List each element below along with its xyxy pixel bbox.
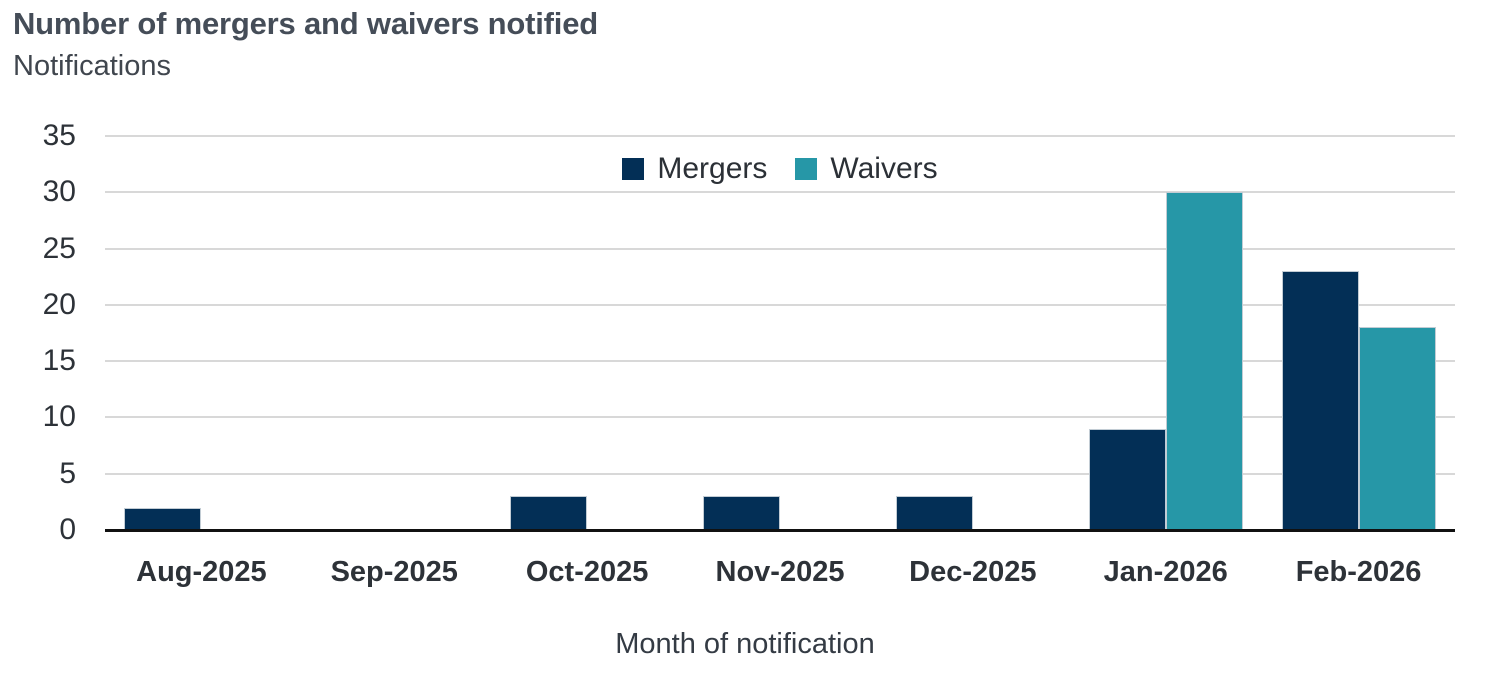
x-label-dec-2025: Dec-2025 [909, 556, 1037, 588]
y-tick-15: 15 [42, 344, 76, 378]
x-label-jan-2026: Jan-2026 [1103, 556, 1228, 588]
legend-label-mergers: Mergers [657, 152, 768, 185]
gridline-5 [105, 472, 1455, 475]
y-tick-10: 10 [42, 400, 76, 434]
bar-mergers-feb-2026 [1281, 271, 1359, 530]
y-tick-25: 25 [42, 231, 76, 265]
bar-mergers-nov-2025 [703, 496, 780, 530]
gridline-15 [105, 360, 1455, 363]
gridline-20 [105, 303, 1455, 306]
gridline-35 [105, 135, 1455, 137]
bar-mergers-dec-2025 [895, 496, 973, 530]
gridline-10 [105, 416, 1455, 419]
chart-legend: Mergers Waivers [105, 148, 1455, 190]
bar-mergers-oct-2025 [510, 496, 588, 530]
y-tick-20: 20 [42, 287, 76, 321]
y-tick-35: 35 [42, 119, 76, 152]
legend-swatch-mergers [622, 158, 645, 180]
gridline-30 [105, 191, 1455, 194]
legend-item-waivers: Waivers [795, 152, 938, 186]
bar-waivers-jan-2026 [1165, 192, 1243, 530]
x-axis-title: Month of notification [615, 628, 875, 660]
y-tick-0: 0 [59, 513, 76, 546]
legend-item-mergers: Mergers [622, 152, 767, 186]
y-tick-30: 30 [42, 175, 76, 209]
bar-mergers-jan-2026 [1088, 428, 1166, 530]
legend-swatch-waivers [795, 158, 818, 180]
y-tick-5: 5 [59, 456, 76, 490]
bar-waivers-feb-2026 [1358, 327, 1436, 530]
bar-mergers-aug-2025 [124, 507, 202, 530]
x-axis-line [105, 529, 1455, 532]
chart-title: Number of mergers and waivers notified [13, 6, 598, 41]
x-label-nov-2025: Nov-2025 [715, 556, 845, 588]
x-label-oct-2025: Oct-2025 [525, 556, 649, 588]
plot-area [105, 135, 1455, 532]
x-label-sep-2025: Sep-2025 [330, 556, 458, 588]
x-label-aug-2025: Aug-2025 [136, 556, 267, 588]
legend-label-waivers: Waivers [830, 152, 938, 185]
chart-subtitle: Notifications [13, 50, 171, 82]
x-label-feb-2026: Feb-2026 [1295, 556, 1422, 588]
gridline-25 [105, 247, 1455, 250]
